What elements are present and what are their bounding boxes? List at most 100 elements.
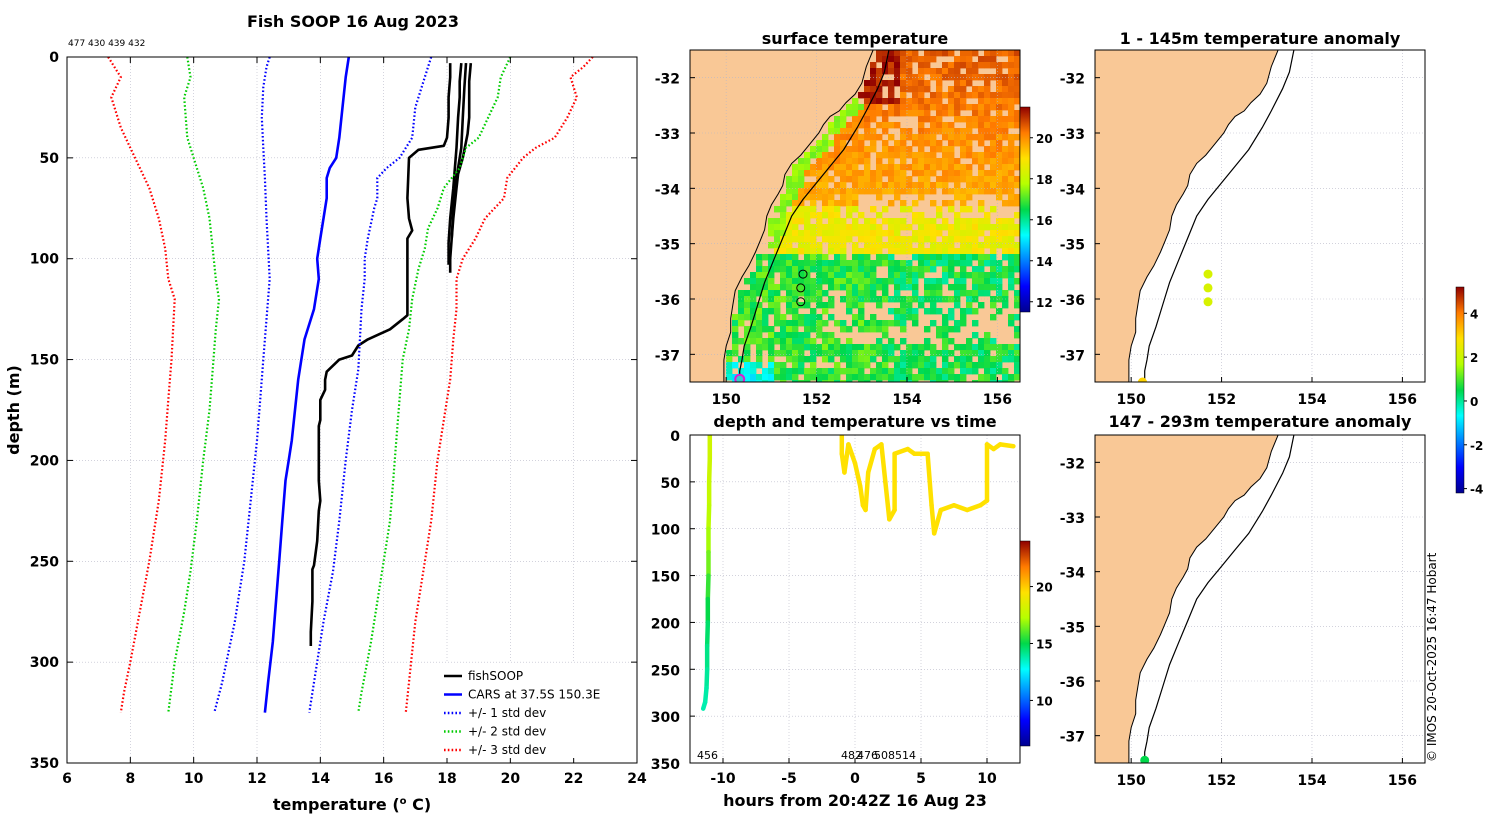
- legend-label: +/- 1 std dev: [468, 706, 546, 720]
- sst-cell: [948, 308, 955, 315]
- sst-cell: [870, 170, 877, 177]
- sst-cell: [846, 158, 853, 165]
- sst-cell: [900, 176, 907, 183]
- sst-cell: [786, 278, 793, 285]
- sst-cell: [996, 194, 1003, 201]
- sst-cell: [816, 326, 823, 333]
- sst-cell: [978, 254, 985, 261]
- sst-cell: [1014, 278, 1020, 285]
- sst-cell: [798, 182, 805, 189]
- sst-cell: [978, 116, 985, 123]
- sst-cell: [762, 272, 769, 279]
- sst-cell: [984, 146, 991, 153]
- sst-cell: [852, 242, 859, 249]
- sst-cell: [762, 326, 769, 333]
- sst-cell: [996, 284, 1003, 291]
- sst-cell: [966, 302, 973, 309]
- sst-cell: [978, 140, 985, 147]
- sst-cell: [936, 158, 943, 165]
- sst-cell: [912, 188, 919, 195]
- sst-cell: [858, 344, 865, 351]
- sst-cell: [912, 350, 919, 357]
- sst-cell: [816, 368, 823, 375]
- sst-cell: [996, 350, 1003, 357]
- anomaly-colorbar-tick-label: 0: [1470, 395, 1478, 409]
- sst-cell: [882, 152, 889, 159]
- sst-cell: [990, 152, 997, 159]
- sst-cell: [882, 374, 889, 381]
- sst-cell: [744, 338, 751, 345]
- sst-cell: [852, 146, 859, 153]
- sst-cell: [834, 152, 841, 159]
- sst-cell: [996, 380, 1003, 382]
- sst-cell: [972, 290, 979, 297]
- sst-cell: [936, 122, 943, 129]
- profile-y-tick-label: 100: [30, 252, 59, 268]
- sst-cell: [780, 266, 787, 273]
- sst-cell: [960, 350, 967, 357]
- sst-cell: [954, 260, 961, 267]
- time-track-segment: [700, 699, 708, 711]
- sst-cell: [744, 344, 751, 351]
- sst-cell: [978, 224, 985, 231]
- sst-cell: [984, 86, 991, 93]
- sst-cell: [906, 224, 913, 231]
- sst-cell: [918, 362, 925, 369]
- sst-cell: [996, 146, 1003, 153]
- sst-cell: [960, 380, 967, 382]
- sst-cell: [858, 278, 865, 285]
- sst-cell: [936, 278, 943, 285]
- sst-cell: [924, 230, 931, 237]
- sst-cell: [972, 362, 979, 369]
- anomaly1-coastline: [1128, 50, 1279, 382]
- sst-cell: [936, 224, 943, 231]
- profile-y-tick-label: 350: [30, 756, 59, 772]
- sst-cell: [960, 260, 967, 267]
- sst-cell: [900, 338, 907, 345]
- sst-cell: [936, 92, 943, 99]
- sst-cell: [912, 98, 919, 105]
- sst-cell: [756, 332, 763, 339]
- sst-cell: [792, 278, 799, 285]
- sst-cell: [930, 260, 937, 267]
- sst-cell: [942, 74, 949, 81]
- anomaly2-coastline: [1128, 435, 1279, 763]
- sst-cell: [930, 50, 937, 57]
- sst-cell: [798, 320, 805, 327]
- sst-cell: [828, 224, 835, 231]
- sst-cell: [876, 56, 883, 63]
- sst-cell: [984, 284, 991, 291]
- sst-cell: [1014, 134, 1020, 141]
- sst-cell: [852, 134, 859, 141]
- sst-cell: [948, 350, 955, 357]
- sst-cell: [858, 362, 865, 369]
- sst-cell: [888, 242, 895, 249]
- sst-cell: [1002, 380, 1009, 382]
- sst-cell: [924, 308, 931, 315]
- sst-cell: [738, 356, 745, 363]
- sst-cell: [840, 110, 847, 117]
- a1-x-tick-label: 154: [1297, 392, 1326, 408]
- sst-cell: [798, 344, 805, 351]
- sst-cell: [942, 152, 949, 159]
- sst-cell: [960, 176, 967, 183]
- sst-cell: [864, 230, 871, 237]
- sst-cell: [780, 350, 787, 357]
- sst-cell: [978, 200, 985, 207]
- sst-cell: [834, 230, 841, 237]
- sst-cell: [918, 302, 925, 309]
- sst-cell: [906, 134, 913, 141]
- sst-cell: [1008, 170, 1015, 177]
- sst-cell: [810, 188, 817, 195]
- sst-cell: [942, 374, 949, 381]
- sst-cell: [948, 134, 955, 141]
- sst-cell: [1008, 242, 1015, 249]
- sst-cell: [990, 368, 997, 375]
- sst-cell: [930, 134, 937, 141]
- sst-cell: [1008, 200, 1015, 207]
- sst-cell: [972, 380, 979, 382]
